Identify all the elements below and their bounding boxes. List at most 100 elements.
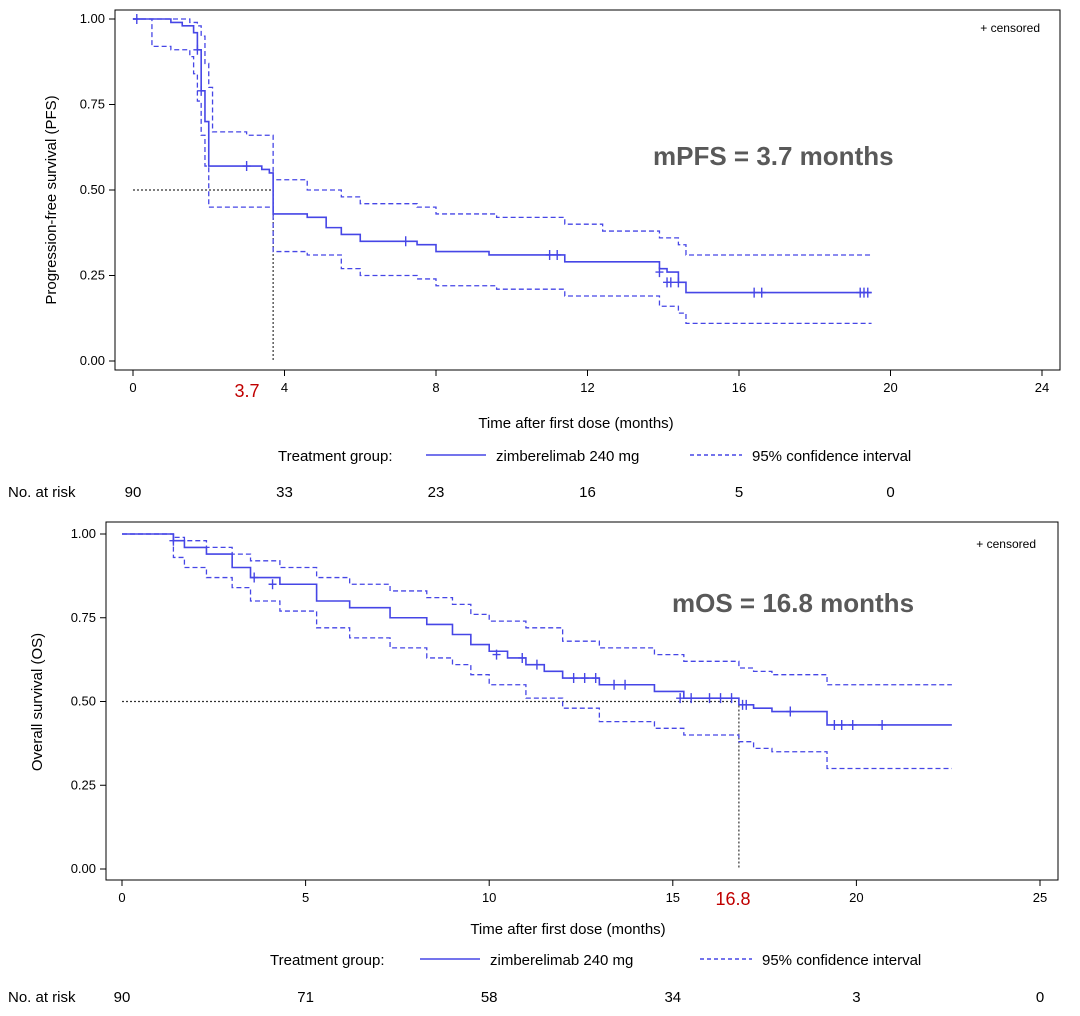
pfs-legend-dashed-label: 95% confidence interval xyxy=(752,448,911,465)
os-risk-count: 58 xyxy=(481,989,498,1006)
pfs-ci-upper-curve xyxy=(133,18,872,256)
os-censor-marks xyxy=(169,535,887,730)
os-x-tick-label: 0 xyxy=(118,890,125,905)
pfs-median-value-label: 3.7 xyxy=(234,381,259,401)
pfs-y-tick-label: 0.00 xyxy=(80,353,105,368)
os-censor-mark xyxy=(878,719,887,730)
os-censor-mark xyxy=(727,693,736,704)
os-censor-mark xyxy=(705,693,714,704)
os-median-value-label: 16.8 xyxy=(715,889,750,909)
pfs-censor-mark xyxy=(553,249,562,260)
os-censor-mark xyxy=(492,649,501,660)
pfs-legend: Treatment group: zimberelimab 240 mg 95%… xyxy=(278,448,911,465)
os-legend-prefix: Treatment group: xyxy=(270,952,385,969)
os-censor-mark xyxy=(837,719,846,730)
os-x-tick-label: 15 xyxy=(666,890,680,905)
pfs-y-tick-label: 0.25 xyxy=(80,268,105,283)
pfs-x-tick-label: 12 xyxy=(580,380,594,395)
os-censor-mark xyxy=(169,535,178,546)
os-x-tick-label: 25 xyxy=(1033,890,1047,905)
pfs-risk-counts: 90 33 23 16 5 0 xyxy=(125,484,895,501)
pfs-x-tick-label: 4 xyxy=(281,380,288,395)
pfs-risk-label: No. at risk xyxy=(8,484,76,501)
os-legend-solid-label: zimberelimab 240 mg xyxy=(490,952,633,969)
pfs-median-reference-lines xyxy=(133,189,274,361)
pfs-x-tick-label: 16 xyxy=(732,380,746,395)
pfs-censor-mark xyxy=(674,277,683,288)
os-median-annotation: mOS = 16.8 months xyxy=(672,588,914,618)
pfs-risk-count: 5 xyxy=(735,484,743,501)
pfs-censor-mark xyxy=(750,287,759,298)
pfs-censor-mark xyxy=(193,44,202,55)
pfs-risk-count: 33 xyxy=(276,484,293,501)
os-censor-mark xyxy=(250,572,259,583)
pfs-censor-mark xyxy=(863,287,872,298)
pfs-x-axis-label: Time after first dose (months) xyxy=(478,415,673,432)
pfs-risk-count: 0 xyxy=(886,484,894,501)
os-x-tick-label: 20 xyxy=(849,890,863,905)
pfs-y-axis-label: Progression-free survival (PFS) xyxy=(43,95,60,304)
pfs-risk-count: 16 xyxy=(579,484,596,501)
pfs-censor-mark xyxy=(545,249,554,260)
os-censor-mark xyxy=(848,719,857,730)
os-panel: 0 5 10 15 20 25 0.00 0.25 0.50 0.75 1.00 Overall s… xyxy=(8,521,1059,1006)
pfs-y-tick-label: 0.50 xyxy=(80,182,105,197)
pfs-censor-mark xyxy=(757,287,766,298)
os-series xyxy=(122,533,952,770)
os-censor-mark xyxy=(610,679,619,690)
os-risk-count: 3 xyxy=(852,989,860,1006)
pfs-censor-mark xyxy=(666,277,675,288)
os-y-tick-label: 0.00 xyxy=(71,861,96,876)
pfs-legend-prefix: Treatment group: xyxy=(278,448,393,465)
os-risk-label: No. at risk xyxy=(8,989,76,1006)
pfs-censor-mark xyxy=(655,267,664,278)
pfs-risk-table: No. at risk 90 33 23 16 5 0 xyxy=(8,484,895,501)
os-censor-mark xyxy=(569,673,578,684)
os-risk-count: 71 xyxy=(297,989,314,1006)
os-x-axis-label: Time after first dose (months) xyxy=(470,921,665,938)
os-censor-mark xyxy=(518,652,527,663)
os-legend-dashed-label: 95% confidence interval xyxy=(762,952,921,969)
os-censor-mark xyxy=(268,579,277,590)
pfs-censor-marks xyxy=(132,14,872,298)
pfs-panel: 0 4 8 12 16 20 24 0.00 0.25 0.50 0.75 1.00 Progress… xyxy=(8,9,1061,501)
os-ci-lower-curve xyxy=(122,533,952,770)
os-x-tick-label: 10 xyxy=(482,890,496,905)
os-censor-mark xyxy=(786,706,795,717)
os-censor-mark xyxy=(532,659,541,670)
os-x-tick-label: 5 xyxy=(302,890,309,905)
os-median-reference-lines xyxy=(122,700,740,869)
os-censor-mark xyxy=(591,673,600,684)
pfs-series xyxy=(133,18,872,325)
pfs-x-tick-label: 8 xyxy=(432,380,439,395)
os-risk-counts: 90 71 58 34 3 0 xyxy=(114,989,1045,1006)
pfs-censor-mark xyxy=(132,14,141,24)
pfs-y-tick-label: 0.75 xyxy=(80,97,105,112)
os-y-tick-label: 1.00 xyxy=(71,526,96,541)
os-legend: Treatment group: zimberelimab 240 mg 95%… xyxy=(270,952,921,969)
os-risk-count: 90 xyxy=(114,989,131,1006)
pfs-censor-mark xyxy=(242,161,251,172)
pfs-axis-ticks: 0 4 8 12 16 20 24 0.00 0.25 0.50 0.75 1.00 xyxy=(80,11,1050,395)
os-censor-mark xyxy=(621,679,630,690)
pfs-ci-lower-curve xyxy=(133,18,872,325)
os-censor-mark xyxy=(716,693,725,704)
pfs-censor-mark xyxy=(401,236,410,247)
os-y-tick-label: 0.50 xyxy=(71,694,96,709)
pfs-plot-frame xyxy=(114,9,1061,371)
os-censor-mark xyxy=(742,699,751,710)
os-risk-table: No. at risk 90 71 58 34 3 0 xyxy=(8,989,1044,1006)
pfs-censored-note: + censored xyxy=(980,21,1040,35)
os-censor-mark xyxy=(676,693,685,704)
pfs-x-tick-label: 0 xyxy=(129,380,136,395)
os-censored-note: + censored xyxy=(976,537,1036,551)
pfs-x-tick-label: 20 xyxy=(883,380,897,395)
os-censor-mark xyxy=(580,673,589,684)
os-axis-ticks: 0 5 10 15 20 25 0.00 0.25 0.50 0.75 1.00 xyxy=(71,526,1048,905)
pfs-y-tick-label: 1.00 xyxy=(80,11,105,26)
os-risk-count: 0 xyxy=(1036,989,1044,1006)
os-censor-mark xyxy=(687,693,696,704)
os-km-curve xyxy=(122,533,952,726)
os-risk-count: 34 xyxy=(664,989,681,1006)
